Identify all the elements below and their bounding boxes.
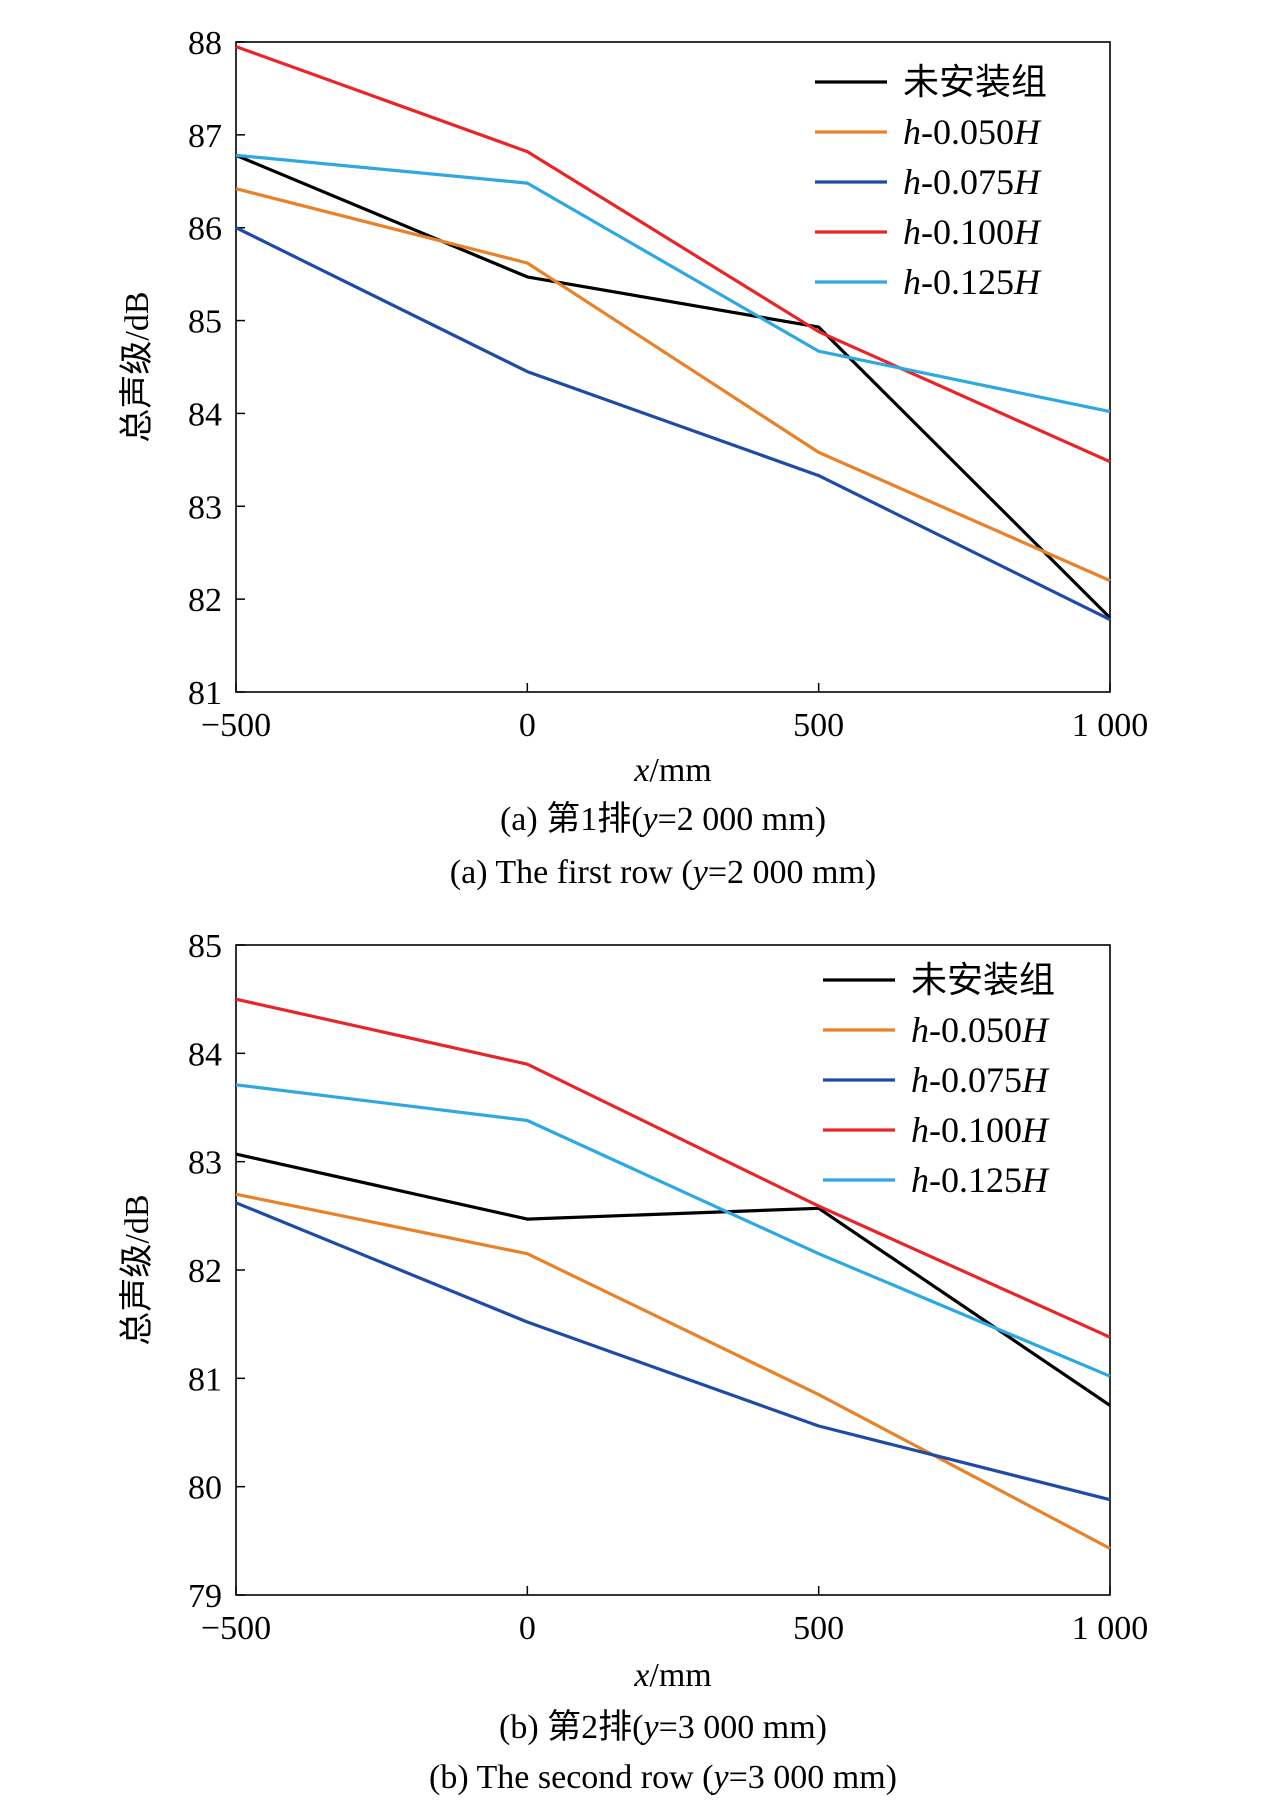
caption-cn: (a) 第1排(y=2 000 mm) [500, 800, 826, 838]
legend-label: h-0.075H [911, 1060, 1050, 1100]
y-tick-label: 83 [188, 1145, 222, 1182]
y-tick-label: 85 [188, 928, 222, 965]
legend-label: 未安装组 [903, 62, 1047, 102]
x-tick-label: 500 [793, 707, 844, 744]
series-line-0 [235, 153, 1112, 619]
x-tick-label: 0 [519, 707, 536, 744]
y-tick-label: 88 [188, 25, 222, 62]
caption-cn: (b) 第2排(y=3 000 mm) [499, 1708, 827, 1746]
legend-label: h-0.050H [903, 112, 1042, 152]
y-tick-label: 80 [188, 1470, 222, 1507]
x-axis-label: x/mm [633, 752, 711, 789]
legend-label: h-0.125H [911, 1160, 1050, 1200]
y-tick-label: 87 [188, 118, 222, 155]
y-tick-label: 84 [188, 396, 222, 433]
plot-frame [235, 41, 1111, 693]
series-line-3 [235, 45, 1111, 464]
caption-en: (b) The second row (y=3 000 mm) [429, 1759, 897, 1796]
y-tick-label: 84 [188, 1036, 222, 1073]
y-tick-label: 79 [188, 1578, 222, 1615]
x-tick-label: 1 000 [1072, 1610, 1149, 1647]
legend-label: 未安装组 [911, 960, 1055, 1000]
series-line-1 [235, 187, 1111, 583]
x-tick-label: −500 [201, 707, 271, 744]
x-tick-label: 500 [793, 1610, 844, 1647]
series-line-2 [235, 1201, 1111, 1502]
legend-label: h-0.125H [903, 262, 1042, 302]
y-tick-label: 81 [188, 1361, 222, 1398]
y-tick-label: 85 [188, 304, 222, 341]
caption-en: (a) The first row (y=2 000 mm) [450, 854, 876, 891]
y-tick-label: 81 [188, 675, 222, 712]
x-tick-label: 1 000 [1072, 707, 1149, 744]
series-line-4 [235, 153, 1111, 414]
series-line-0 [235, 1152, 1111, 1407]
x-tick-label: −500 [201, 1610, 271, 1647]
series-line-2 [235, 226, 1111, 622]
series-line-4 [235, 1083, 1111, 1378]
y-tick-label: 83 [188, 489, 222, 526]
legend-label: h-0.100H [911, 1110, 1050, 1150]
y-tick-label: 82 [188, 1253, 222, 1290]
legend-label: h-0.075H [903, 162, 1042, 202]
y-tick-label: 82 [188, 582, 222, 619]
y-axis-label: 总声级/dB [118, 291, 156, 442]
chart-panel-a: 81 82 83 84 85 86 87 88 −500 0 500 1 000 未安装组 h-0.050… [118, 25, 1148, 744]
series-line-3 [235, 997, 1111, 1339]
y-tick-label: 86 [188, 211, 222, 248]
x-tick-label: 0 [519, 1610, 536, 1647]
chart-panel-b: 79 80 81 82 83 84 85 −500 0 500 1 000 未安装组 h-0.050H h… [118, 928, 1148, 1647]
x-axis-label: x/mm [633, 1657, 711, 1694]
y-axis-label: 总声级/dB [118, 1194, 156, 1345]
series-line-1 [235, 1192, 1111, 1550]
legend-label: h-0.050H [911, 1010, 1050, 1050]
legend-label: h-0.100H [903, 212, 1042, 252]
